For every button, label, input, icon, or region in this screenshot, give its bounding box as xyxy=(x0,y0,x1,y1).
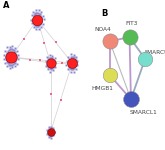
Point xyxy=(108,74,111,76)
Text: SMARCL1: SMARCL1 xyxy=(130,110,158,115)
Text: FIT3: FIT3 xyxy=(125,21,138,26)
Text: NOA4: NOA4 xyxy=(94,27,111,32)
Text: HMGB1: HMGB1 xyxy=(92,86,114,91)
Point xyxy=(49,62,52,64)
Text: A: A xyxy=(3,1,9,10)
Point xyxy=(108,40,111,42)
Point xyxy=(49,131,52,133)
Point xyxy=(128,36,131,38)
Text: B: B xyxy=(101,9,108,18)
Point xyxy=(130,98,132,101)
Point xyxy=(71,62,74,64)
Point xyxy=(10,56,12,58)
Point xyxy=(36,18,39,21)
Point xyxy=(144,58,147,60)
Text: AMARCU5: AMARCU5 xyxy=(144,50,165,55)
